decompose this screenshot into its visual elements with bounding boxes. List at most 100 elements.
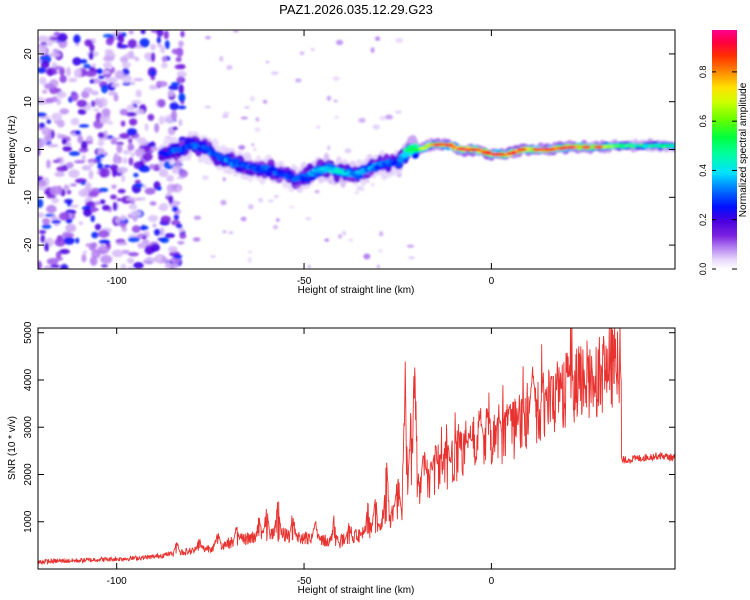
noise-speckle	[82, 250, 88, 254]
noise-speckle	[128, 204, 138, 210]
noise-speckle	[358, 117, 366, 123]
noise-speckle	[219, 56, 224, 62]
noise-speckle	[336, 39, 344, 46]
noise-speckle	[169, 102, 179, 111]
noise-speckle	[148, 84, 158, 90]
ridge-peak	[544, 147, 555, 152]
noise-speckle	[176, 185, 181, 193]
noise-speckle	[115, 216, 121, 224]
noise-speckle	[56, 119, 65, 128]
noise-speckle	[69, 183, 77, 187]
noise-speckle	[129, 81, 136, 86]
noise-speckle	[333, 115, 340, 119]
noise-speckle	[158, 206, 165, 211]
ridge-peak	[556, 146, 567, 150]
noise-speckle	[59, 108, 70, 115]
noise-speckle	[80, 68, 87, 77]
noise-speckle	[100, 254, 113, 264]
noise-speckle	[103, 61, 113, 69]
ridge-peak	[516, 147, 527, 152]
noise-speckle	[49, 52, 61, 58]
noise-speckle	[96, 68, 103, 75]
noise-speckle	[171, 82, 180, 87]
noise-speckle	[42, 43, 47, 54]
colorbar-ticks: 0.0 0.2 0.4 0.6 0.8	[698, 66, 737, 275]
noise-speckle	[168, 195, 174, 205]
noise-speckle	[117, 188, 126, 194]
noise-speckle	[81, 165, 92, 171]
noise-speckle	[103, 70, 110, 75]
noise-speckle	[94, 223, 102, 231]
noise-speckle	[51, 197, 59, 204]
noise-speckle	[158, 168, 169, 178]
noise-speckle	[164, 40, 170, 50]
noise-speckle	[70, 204, 79, 208]
noise-speckle	[134, 109, 145, 115]
noise-speckle	[89, 256, 98, 266]
noise-speckle	[156, 30, 164, 37]
y-tick-label: 1000	[23, 510, 34, 533]
noise-speckle	[274, 194, 279, 199]
noise-speckle	[127, 266, 134, 269]
spectrogram-y-ticks: 20 10 0 -10 -20	[23, 48, 675, 252]
y-tick-label: -10	[23, 190, 34, 205]
colorbar-tick-label: 0.6	[698, 115, 708, 128]
noise-speckle	[121, 74, 132, 83]
noise-speckle	[38, 230, 47, 234]
noise-speckle	[240, 216, 247, 222]
noise-speckle	[47, 39, 53, 47]
noise-speckle	[73, 160, 85, 164]
noise-speckle	[139, 38, 150, 48]
noise-speckle	[222, 115, 229, 118]
snr-x-ticks: -100 -50 0	[107, 328, 495, 587]
noise-speckle	[164, 261, 172, 269]
noise-speckle	[265, 61, 270, 64]
noise-speckle	[240, 116, 249, 120]
noise-speckle	[46, 159, 51, 169]
noise-speckle	[149, 163, 155, 170]
noise-speckle	[70, 117, 80, 126]
noise-speckle	[85, 181, 92, 191]
noise-speckle	[97, 132, 105, 139]
noise-speckle	[91, 231, 99, 239]
noise-speckle	[251, 143, 255, 147]
noise-speckle	[83, 208, 92, 217]
noise-speckle	[97, 230, 110, 238]
noise-speckle	[156, 80, 168, 88]
x-tick-label: -50	[297, 276, 312, 287]
noise-speckle	[127, 143, 135, 151]
noise-speckle	[120, 214, 127, 221]
noise-speckle	[222, 230, 227, 234]
noise-speckle	[51, 219, 61, 224]
noise-speckle	[90, 90, 99, 96]
noise-speckle	[370, 47, 375, 54]
noise-speckle	[134, 183, 144, 188]
noise-speckle	[161, 55, 168, 63]
noise-speckle	[128, 118, 138, 126]
noise-speckle	[112, 158, 123, 165]
noise-speckle	[88, 191, 99, 198]
noise-speckle	[159, 237, 170, 244]
noise-speckle	[40, 234, 46, 244]
noise-speckle	[41, 224, 52, 229]
noise-speckle	[175, 223, 183, 229]
x-tick-label: -100	[107, 576, 127, 587]
noise-speckle	[119, 133, 130, 139]
noise-speckle	[38, 112, 47, 118]
noise-speckle	[134, 56, 140, 62]
noise-speckle	[121, 174, 126, 183]
noise-speckle	[228, 231, 234, 235]
noise-speckle	[99, 167, 111, 178]
noise-speckle	[63, 184, 70, 191]
noise-speckle	[150, 69, 156, 77]
noise-speckle	[262, 99, 268, 104]
ridge-peak	[432, 143, 443, 147]
noise-speckle	[77, 108, 87, 115]
noise-speckle	[122, 157, 128, 164]
noise-speckle	[70, 91, 79, 102]
snr-ylabel: SNR (10 * v/v)	[7, 416, 18, 480]
noise-speckle	[127, 50, 135, 58]
noise-speckle	[316, 125, 321, 129]
noise-speckle	[288, 205, 295, 208]
noise-speckle	[142, 152, 153, 162]
